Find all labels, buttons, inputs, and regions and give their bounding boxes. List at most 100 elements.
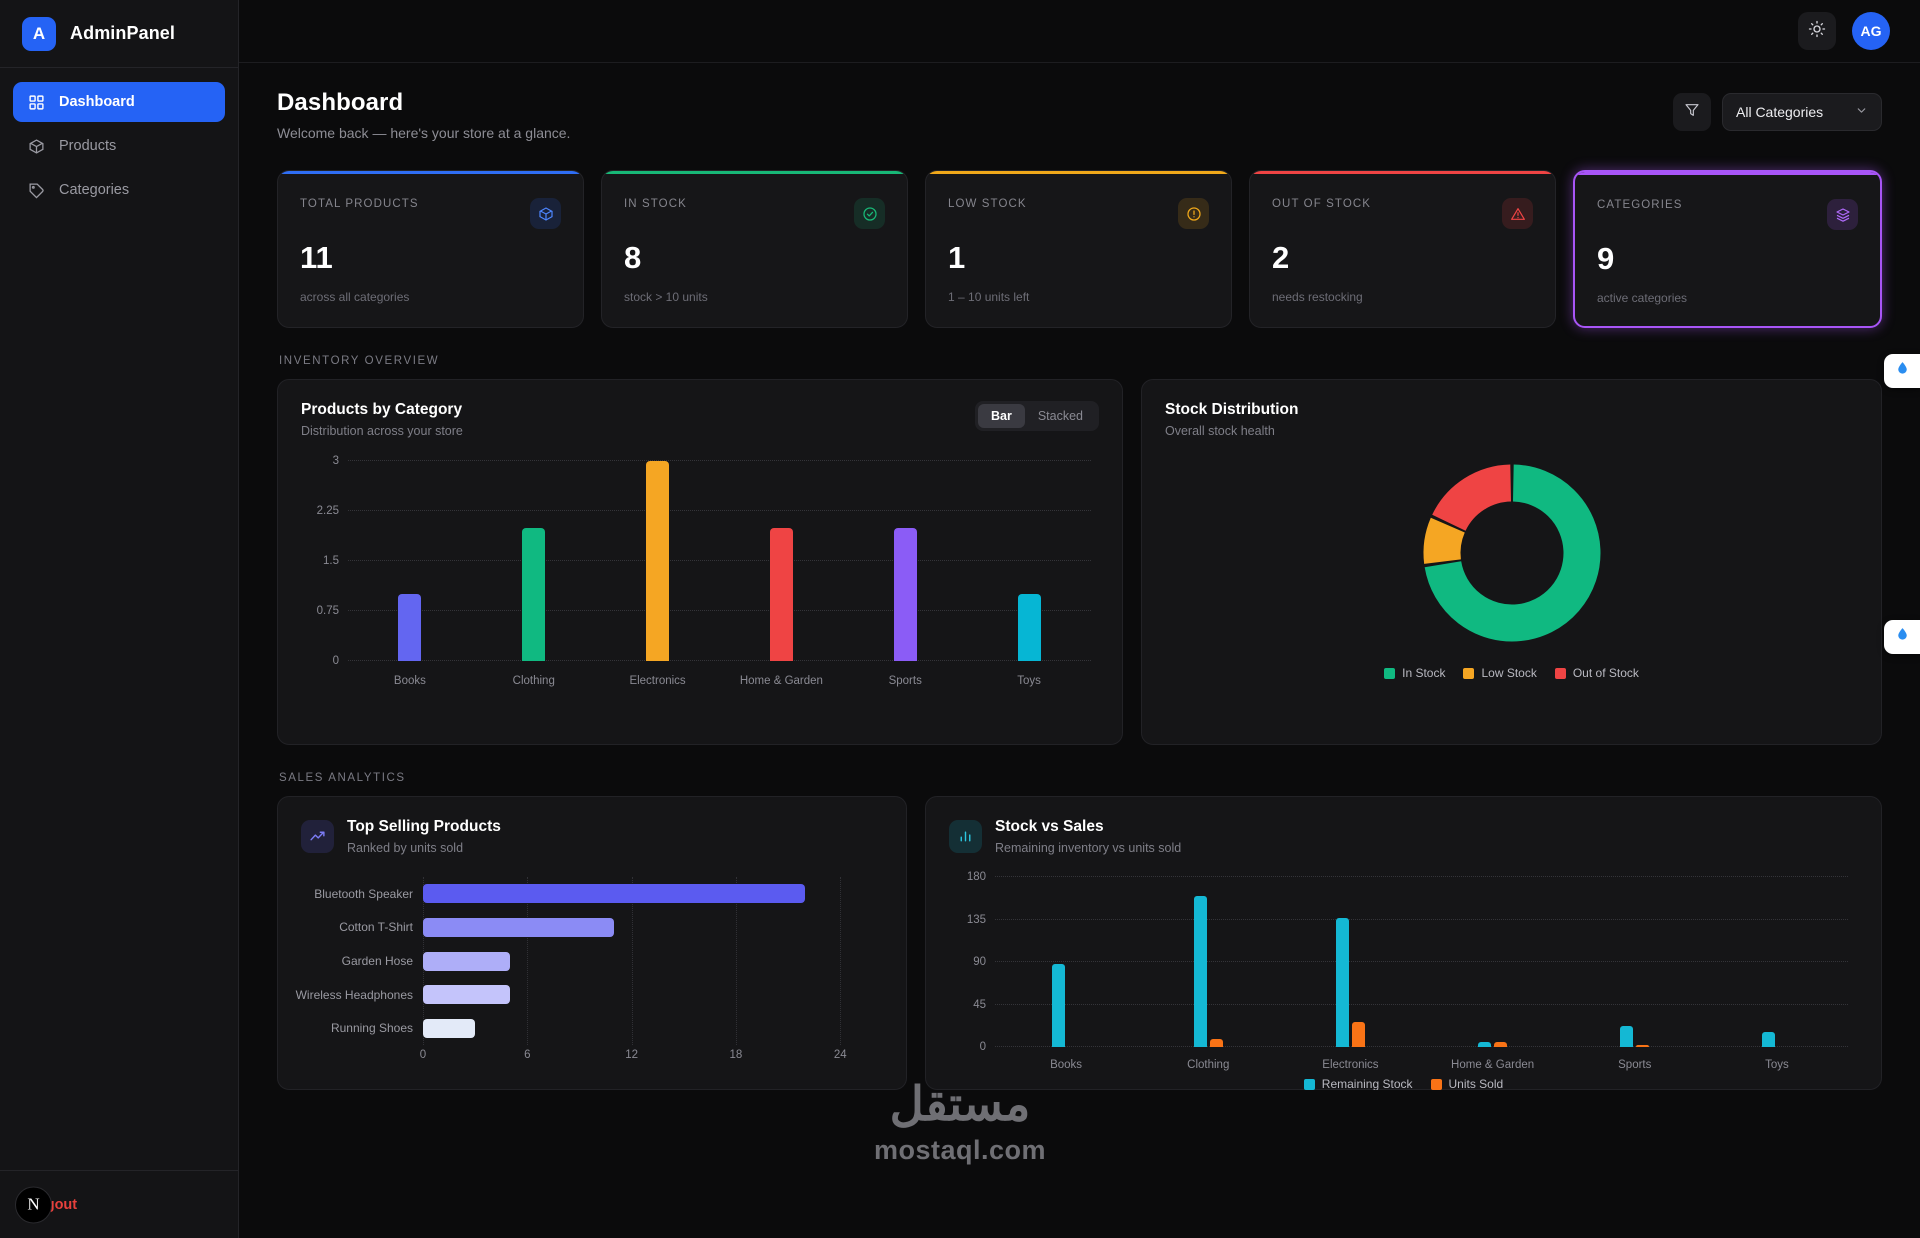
avatar[interactable]: AG: [1852, 12, 1890, 50]
bar[interactable]: [893, 527, 917, 661]
funnel-icon: [1684, 102, 1700, 123]
gridline: 135: [967, 914, 1848, 926]
bar-row[interactable]: Running Shoes: [331, 1018, 875, 1038]
legend-item: Out of Stock: [1554, 666, 1639, 680]
x-tick-label: Electronics: [629, 675, 686, 687]
stat-card-total-products[interactable]: TOTAL PRODUCTS 11 across all categories: [277, 170, 584, 328]
bar[interactable]: [1017, 594, 1041, 661]
bar-column[interactable]: [843, 461, 967, 661]
float-tab-2[interactable]: [1884, 620, 1920, 654]
filter-button[interactable]: [1673, 93, 1711, 131]
bar-column[interactable]: [348, 461, 472, 661]
x-tick-label: Sports: [1618, 1059, 1652, 1071]
bar-row[interactable]: Cotton T-Shirt: [339, 917, 875, 937]
panel-subtitle: Overall stock health: [1165, 424, 1275, 438]
bar[interactable]: [1636, 1045, 1650, 1047]
y-tick-label: 1.5: [323, 555, 339, 567]
bar-group[interactable]: [1564, 877, 1706, 1047]
y-tick-label: 45: [973, 998, 986, 1011]
category-select[interactable]: All Categories: [1722, 93, 1882, 131]
gridline: 0.75: [317, 605, 1091, 617]
bar-column[interactable]: [472, 461, 596, 661]
bar-column[interactable]: [967, 461, 1091, 661]
panel-subtitle: Remaining inventory vs units sold: [995, 841, 1182, 855]
gridline: 0: [333, 655, 1091, 667]
y-tick-label: 90: [973, 956, 986, 968]
y-tick-label: 3: [332, 455, 339, 467]
gridline: [527, 877, 529, 1045]
bar[interactable]: [1494, 1042, 1508, 1047]
donut-segment[interactable]: [1431, 464, 1512, 532]
bar[interactable]: [1051, 963, 1065, 1047]
legend-label: Units Sold: [1448, 1077, 1504, 1090]
stat-card-in-stock[interactable]: IN STOCK 8 stock > 10 units: [601, 170, 908, 328]
bar[interactable]: [646, 461, 670, 661]
bar[interactable]: [1193, 895, 1207, 1047]
bar-row[interactable]: Wireless Headphones: [296, 985, 875, 1005]
legend-label: Low Stock: [1481, 666, 1537, 680]
bar-group[interactable]: [995, 877, 1137, 1047]
x-tick-label: Sports: [888, 675, 922, 687]
stat-sublabel: stock > 10 units: [624, 290, 708, 304]
sidebar-item-dashboard[interactable]: Dashboard: [13, 82, 225, 122]
bar[interactable]: [423, 917, 615, 937]
bar[interactable]: [423, 1018, 476, 1038]
nextjs-dev-badge[interactable]: N: [15, 1186, 52, 1223]
brand-name: AdminPanel: [70, 23, 176, 43]
bar[interactable]: [1335, 917, 1349, 1047]
sidebar-item-categories[interactable]: Categories: [13, 170, 225, 210]
bar[interactable]: [1209, 1039, 1223, 1047]
bar[interactable]: [398, 594, 422, 661]
panel-title: Stock Distribution: [1165, 401, 1299, 418]
y-tick-label: 0.75: [316, 605, 339, 617]
stat-card-categories[interactable]: CATEGORIES 9 active categories: [1573, 170, 1882, 328]
legend-swatch: [1554, 667, 1566, 679]
sidebar-item-products[interactable]: Products: [13, 126, 225, 166]
chart-gridlines: 0 45 90 135 180: [967, 871, 1848, 1053]
theme-toggle-button[interactable]: [1798, 12, 1836, 50]
gridline: [735, 877, 737, 1045]
toggle-stacked[interactable]: Stacked: [1037, 409, 1083, 423]
stat-card-out-of-stock[interactable]: OUT OF STOCK 2 needs restocking: [1249, 170, 1556, 328]
bar-column[interactable]: [719, 461, 843, 661]
legend-label: Remaining Stock: [1321, 1077, 1413, 1090]
stat-card-low-stock[interactable]: LOW STOCK 1 1 – 10 units left: [925, 170, 1232, 328]
box-icon: [27, 137, 45, 155]
alert-circle-icon: [1178, 198, 1209, 229]
x-tick-label: Books: [1050, 1059, 1083, 1071]
bar[interactable]: [769, 527, 793, 661]
stock-vs-sales-legend: Remaining Stock Units Sold: [949, 1077, 1858, 1090]
gridline: [631, 877, 633, 1045]
legend-item: Units Sold: [1430, 1077, 1504, 1090]
bar-row[interactable]: Bluetooth Speaker: [314, 884, 875, 904]
bar-row[interactable]: Garden Hose: [342, 951, 875, 971]
bar-group[interactable]: [1422, 877, 1564, 1047]
toggle-bar[interactable]: Bar: [977, 404, 1025, 428]
panel-title: Stock vs Sales: [995, 818, 1104, 835]
y-tick-label: 180: [966, 871, 986, 883]
bar[interactable]: [423, 884, 806, 904]
bar-group[interactable]: [1706, 877, 1848, 1047]
bar-group[interactable]: [1279, 877, 1421, 1047]
donut-segment[interactable]: [1423, 517, 1465, 564]
donut-segment[interactable]: [1424, 464, 1600, 642]
bar-label: Cotton T-Shirt: [339, 920, 413, 935]
stat-cards: TOTAL PRODUCTS 11 across all categories …: [277, 170, 1882, 328]
bar-label: Garden Hose: [341, 954, 413, 968]
bar[interactable]: [1351, 1022, 1365, 1047]
bar[interactable]: [1620, 1026, 1634, 1047]
float-tab-1[interactable]: [1884, 354, 1920, 388]
bar-column[interactable]: [596, 461, 720, 661]
stat-label: OUT OF STOCK: [1272, 198, 1372, 210]
bar[interactable]: [522, 527, 546, 661]
card-accent-bar: [1250, 171, 1555, 174]
panel-top-selling-products: Top Selling Products Ranked by units sol…: [277, 796, 907, 1090]
box-icon: [530, 198, 561, 229]
bar-group[interactable]: [1137, 877, 1279, 1047]
bar[interactable]: [1762, 1031, 1776, 1047]
page-header: Dashboard Welcome back — here's your sto…: [277, 89, 1882, 141]
bar[interactable]: [423, 951, 510, 971]
bar[interactable]: [423, 985, 510, 1005]
bar[interactable]: [1478, 1042, 1492, 1047]
stat-label: TOTAL PRODUCTS: [300, 198, 419, 210]
